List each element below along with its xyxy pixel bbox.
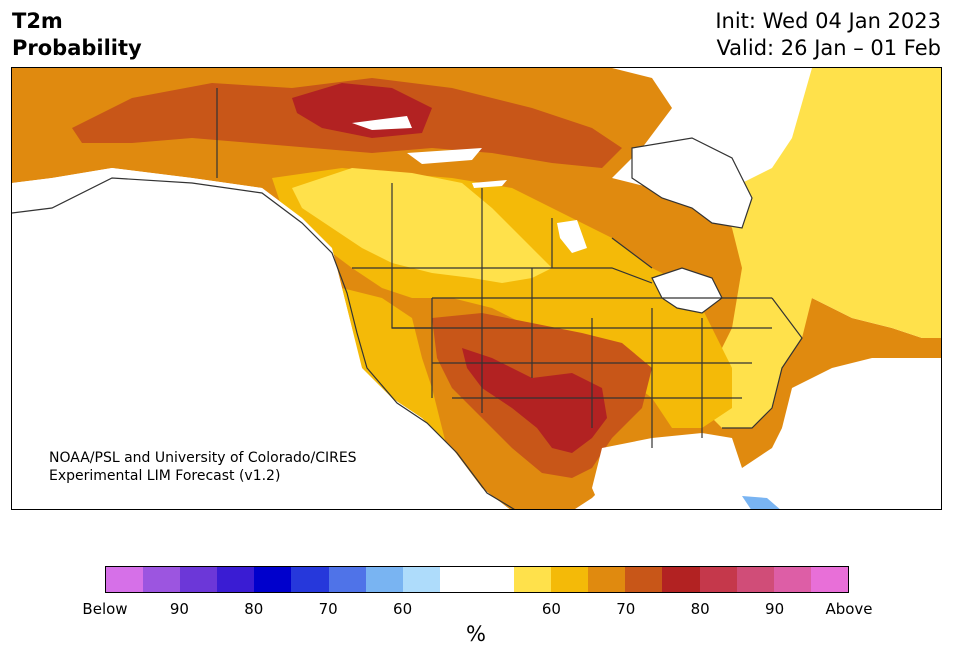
init-date: Init: Wed 04 Jan 2023 [715,9,941,33]
title-line2: Probability [12,36,142,60]
colorbar-tick-label: 60 [393,600,413,618]
credit-text: NOAA/PSL and University of Colorado/CIRE… [49,449,357,485]
colorbar-cell [810,567,848,592]
colorbar-tick-label: 60 [541,600,561,618]
colorbar-unit: % [466,622,486,646]
hudson-bay [632,138,752,228]
map-title: T2m Probability [12,8,142,62]
region-50-60-east [702,68,941,428]
colorbar-cell [476,567,515,592]
colorbar-cell [365,567,403,592]
colorbar-cell [514,567,552,592]
colorbar-cell [402,567,440,592]
colorbar-tick-label: 80 [690,600,710,618]
colorbar-cell [662,567,700,592]
colorbar [105,566,849,593]
great-lakes [652,268,722,313]
forecast-dates: Init: Wed 04 Jan 2023 Valid: 26 Jan – 01… [715,8,941,62]
atlantic-ocean [772,358,941,509]
gulf-of-mexico [592,433,742,509]
colorbar-tick-label: 90 [765,600,785,618]
valid-range: Valid: 26 Jan – 01 Feb [716,36,941,60]
region-50-60-central [292,168,552,283]
colorbar-labels: Below 90 80 70 60 60 70 80 90 Above [0,600,953,620]
colorbar-cell [143,567,181,592]
colorbar-tick-label: 70 [616,600,636,618]
title-line1: T2m [12,9,63,33]
canadian-lakes [352,116,587,253]
north-america-map [12,68,941,509]
credit-line2: Experimental LIM Forecast (v1.2) [49,468,281,484]
colorbar-cell [254,567,292,592]
probability-map [11,67,942,510]
colorbar-cell [217,567,255,592]
colorbar-cell [439,567,477,592]
colorbar-cell [699,567,737,592]
colorbar-tick-label: 70 [318,600,338,618]
colorbar-cell [180,567,218,592]
region-90-plus-south [462,348,607,453]
colorbar-cell [291,567,329,592]
colorbar-cell [551,567,589,592]
boundary-lines [12,88,803,509]
colorbar-tick-label: 80 [244,600,264,618]
colorbar-cell [588,567,626,592]
pacific-ocean [12,168,510,509]
colorbar-tick-label: Below [82,600,128,618]
colorbar-cell [106,567,144,592]
credit-line1: NOAA/PSL and University of Colorado/CIRE… [49,450,357,466]
colorbar-cell [625,567,663,592]
colorbar-cell [328,567,366,592]
colorbar-cell [773,567,811,592]
region-below-caribbean [742,496,780,509]
colorbar-tick-label: Above [825,600,873,618]
colorbar-cell [736,567,774,592]
colorbar-tick-label: 90 [169,600,189,618]
